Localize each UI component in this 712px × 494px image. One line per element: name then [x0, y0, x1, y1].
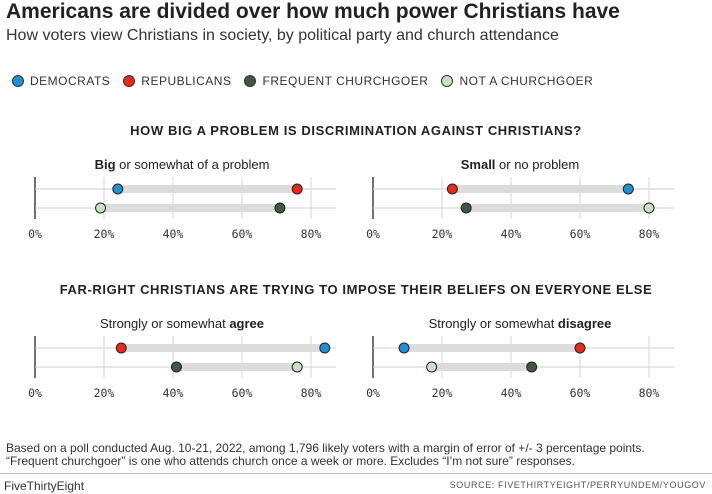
legend-item-frequent-churchgoer: FREQUENT CHURCHGOER: [244, 74, 428, 88]
tick-label: 60%: [570, 227, 591, 241]
legend-swatch-democrats: [12, 75, 24, 87]
legend-label-frequent-churchgoer: FREQUENT CHURCHGOER: [262, 74, 429, 88]
dot-chart-agree: 0% 20% 40% 60% 80%: [28, 336, 337, 400]
dot-democrats: [112, 183, 124, 195]
legend-label-not-a-churchgoer: NOT A CHURCHGOER: [459, 74, 594, 88]
panel-title-bold: disagree: [557, 316, 612, 331]
tick-label: 20%: [94, 386, 115, 400]
tick-label: 20%: [94, 227, 115, 241]
dot-not-a-churchgoer: [643, 202, 655, 214]
legend-swatch-not-a-churchgoer: [441, 75, 454, 87]
panel-title-big-problem: Big or somewhat of a problem: [32, 157, 332, 172]
tick-label: 80%: [639, 227, 660, 241]
tick-label: 60%: [232, 386, 253, 400]
panel-title-rest: Strongly or somewhat: [99, 316, 230, 331]
panel-title-bold: Big: [94, 157, 116, 172]
dot-not-a-churchgoer: [95, 202, 107, 214]
dot-democrats: [398, 342, 410, 354]
tick-label: 0%: [366, 386, 380, 400]
panel-title-bold: agree: [229, 316, 265, 331]
dot-chart-big-problem: 0% 20% 40% 60% 80%: [28, 177, 337, 241]
panel-title-rest: or somewhat of a problem: [115, 157, 270, 172]
brand-logo: FiveThirtyEight: [4, 479, 85, 493]
dot-democrats: [319, 342, 331, 354]
source-credit: SOURCE: FIVETHIRTYEIGHT/PERRYUNDEM/YOUGO…: [449, 480, 706, 490]
footnote: Based on a poll conducted Aug. 10-21, 20…: [6, 442, 645, 468]
footnote-line-2: “Frequent churchgoer” is one who attends…: [6, 454, 575, 468]
panel-title-bold: Small: [460, 157, 496, 172]
footnote-line-1: Based on a poll conducted Aug. 10-21, 20…: [6, 441, 645, 455]
legend-label-democrats: DEMOCRATS: [30, 74, 111, 88]
tick-label: 40%: [501, 386, 522, 400]
dot-republicans: [446, 183, 458, 195]
dot-democrats: [622, 183, 634, 195]
footer-divider: [0, 473, 712, 474]
legend: DEMOCRATS REPUBLICANS FREQUENT CHURCHGOE…: [12, 74, 606, 88]
tick-label: 0%: [366, 227, 380, 241]
tick-label: 80%: [301, 386, 322, 400]
dot-republicans: [291, 183, 303, 195]
section-title-far-right: FAR-RIGHT CHRISTIANS ARE TRYING TO IMPOS…: [59, 282, 653, 297]
dot-republicans: [574, 342, 586, 354]
legend-item-not-a-churchgoer: NOT A CHURCHGOER: [441, 74, 593, 88]
tick-label: 40%: [163, 386, 184, 400]
tick-label: 0%: [28, 227, 42, 241]
section-title-discrimination: HOW BIG A PROBLEM IS DISCRIMINATION AGAI…: [130, 123, 582, 138]
legend-label-republicans: REPUBLICANS: [141, 74, 232, 88]
tick-label: 60%: [570, 386, 591, 400]
tick-label: 0%: [28, 386, 42, 400]
tick-label: 20%: [432, 227, 453, 241]
dot-chart-disagree: 0% 20% 40% 60% 80%: [366, 336, 675, 400]
chart-subtitle: How voters view Christians in society, b…: [6, 27, 559, 44]
legend-swatch-frequent-churchgoer: [244, 75, 257, 87]
panel-title-disagree: Strongly or somewhat disagree: [370, 316, 670, 331]
legend-item-democrats: DEMOCRATS: [12, 74, 110, 88]
dot-frequent-churchgoer: [274, 202, 286, 214]
dot-not-a-churchgoer: [291, 361, 303, 373]
dot-republicans: [115, 342, 127, 354]
panel-title-small-problem: Small or no problem: [370, 157, 670, 172]
tick-label: 20%: [432, 386, 453, 400]
dot-frequent-churchgoer: [460, 202, 472, 214]
chart-title: Americans are divided over how much powe…: [6, 0, 620, 23]
tick-label: 80%: [301, 227, 322, 241]
dot-frequent-churchgoer: [526, 361, 538, 373]
legend-swatch-republicans: [123, 75, 136, 87]
tick-label: 60%: [232, 227, 253, 241]
dot-frequent-churchgoer: [170, 361, 182, 373]
panel-title-rest: Strongly or somewhat: [428, 316, 558, 331]
legend-item-republicans: REPUBLICANS: [123, 74, 231, 88]
tick-label: 40%: [163, 227, 184, 241]
panel-title-rest: or no problem: [495, 157, 580, 172]
tick-label: 40%: [501, 227, 522, 241]
tick-label: 80%: [639, 386, 660, 400]
dot-chart-small-problem: 0% 20% 40% 60% 80%: [366, 177, 675, 241]
panel-title-agree: Strongly or somewhat agree: [32, 316, 332, 331]
dot-not-a-churchgoer: [426, 361, 438, 373]
